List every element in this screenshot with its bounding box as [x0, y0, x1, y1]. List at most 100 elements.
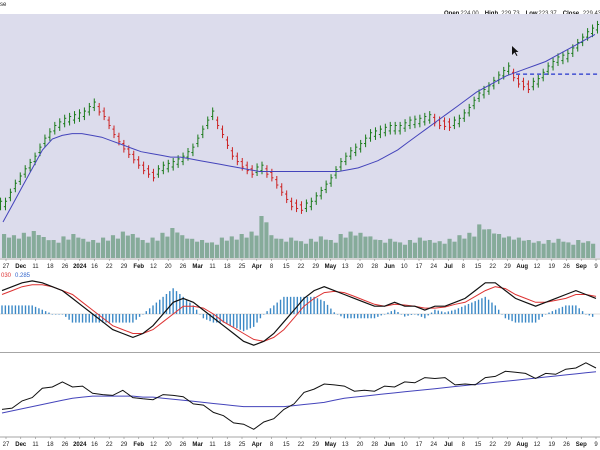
- price-bar: [457, 114, 461, 128]
- macd-histogram-bar: [387, 312, 389, 314]
- macd-histogram-bar: [44, 311, 47, 314]
- relative-strength-panel: [1, 362, 597, 430]
- volume-bar: [348, 231, 353, 258]
- macd-histogram-bar: [514, 314, 517, 323]
- axis-tick-label: 11: [32, 264, 39, 270]
- price-bar: [442, 117, 447, 131]
- price-bar: [230, 147, 234, 160]
- price-bar: [250, 165, 254, 178]
- volume-bar: [407, 240, 413, 258]
- axis-tick-label: 15: [475, 264, 482, 270]
- macd-histogram-bar: [407, 314, 409, 316]
- axis-tick-label: 22: [489, 442, 496, 448]
- price-bar: [181, 152, 185, 166]
- price-panel-bg: [0, 14, 600, 258]
- macd-histogram-bar: [571, 305, 574, 314]
- volume-bar: [581, 242, 586, 258]
- price-bar: [211, 107, 215, 121]
- axis-tick-label: 28: [371, 442, 378, 448]
- macd-histogram-bar: [175, 291, 178, 314]
- macd-histogram-bar: [548, 312, 550, 314]
- macd-histogram-bar: [91, 314, 94, 323]
- volume-bar: [393, 241, 398, 258]
- price-bar: [196, 134, 200, 148]
- price-bar: [388, 121, 392, 135]
- macd-histogram-bar: [336, 314, 339, 315]
- volume-bar: [289, 237, 294, 258]
- price-bar: [521, 77, 526, 91]
- axis-tick-label: Feb: [133, 442, 144, 448]
- volume-bar: [229, 236, 234, 258]
- price-bar: [201, 125, 205, 139]
- macd-histogram-bar: [61, 314, 64, 315]
- price-bar: [112, 125, 116, 139]
- volume-bar: [11, 235, 17, 258]
- price-bar: [487, 82, 491, 95]
- volume-bar: [487, 229, 492, 258]
- macd-histogram-bar: [414, 314, 416, 315]
- price-bar: [309, 197, 313, 211]
- macd-histogram-bar: [68, 314, 70, 320]
- macd-histogram-bar: [377, 314, 379, 317]
- macd-histogram-bar: [316, 298, 319, 314]
- macd-histogram-bar: [293, 296, 295, 314]
- macd-histogram-bar: [155, 302, 158, 314]
- macd-histogram-bar: [71, 314, 74, 323]
- macd-histogram-bar: [266, 311, 268, 314]
- axis-tick-label: 9: [594, 264, 598, 270]
- axis-tick-label: 15: [475, 442, 482, 448]
- macd-histogram-bar: [313, 296, 315, 314]
- macd-histogram-bar: [501, 314, 503, 315]
- volume-bar: [437, 241, 442, 258]
- axis-tick-label: 11: [209, 442, 216, 448]
- price-bar: [97, 102, 101, 116]
- macd-histogram-bar: [148, 308, 151, 314]
- axis-tick-label: 26: [62, 264, 69, 270]
- price-bar: [122, 139, 126, 153]
- macd-histogram-bar: [528, 314, 530, 323]
- axis-tick-label: 16: [91, 442, 98, 448]
- axis-tick-label: 2024: [73, 442, 87, 448]
- volume-bars: [2, 216, 596, 258]
- macd-histogram-bar: [481, 298, 483, 314]
- volume-bar: [209, 242, 215, 258]
- volume-bar: [145, 242, 150, 258]
- macd-histogram-bar: [477, 299, 480, 314]
- x-axis-top: 27 Dec 11 18 26 2024 16 22 29 Feb 12 20 26 Mar 11 18 25 A…: [0, 258, 600, 270]
- axis-tick-label: 24: [430, 264, 437, 270]
- macd-histogram-bar: [122, 314, 124, 323]
- macd-histogram-bar: [18, 305, 20, 314]
- macd-histogram-bar: [370, 314, 372, 319]
- macd-label-b: 0.285: [15, 273, 31, 279]
- macd-histogram-bar: [199, 314, 201, 315]
- volume-bar: [51, 240, 56, 258]
- volume-bar: [269, 235, 274, 258]
- volume-bar: [244, 237, 249, 258]
- axis-tick-label: 29: [121, 264, 128, 270]
- price-bar: [368, 129, 373, 142]
- macd-histogram-bar: [491, 302, 493, 314]
- macd-histogram-bar: [112, 314, 114, 323]
- macd-histogram-bar: [390, 311, 392, 314]
- macd-histogram-bar: [404, 314, 406, 317]
- volume-bar: [279, 238, 284, 258]
- axis-tick-label: 9: [594, 442, 598, 448]
- macd-histogram-bar: [269, 308, 272, 314]
- macd-histogram-bar: [286, 296, 288, 314]
- price-bar: [275, 176, 279, 189]
- macd-histogram-bar: [373, 314, 376, 319]
- macd-histogram-bar: [138, 314, 141, 317]
- price-bar: [364, 134, 368, 148]
- price-bar: [235, 152, 239, 166]
- axis-tick-label: Jul: [444, 442, 453, 448]
- price-bar: [161, 161, 165, 175]
- axis-tick-label: 18: [224, 264, 231, 270]
- macd-histogram-bar: [58, 314, 60, 315]
- price-bar: [354, 143, 358, 157]
- volume-bar: [46, 240, 51, 258]
- macd-histogram-bar: [333, 312, 335, 314]
- axis-tick-label: 24: [430, 442, 437, 448]
- macd-histogram-bar: [434, 309, 436, 314]
- price-bar: [373, 127, 378, 140]
- volume-bar: [150, 237, 155, 258]
